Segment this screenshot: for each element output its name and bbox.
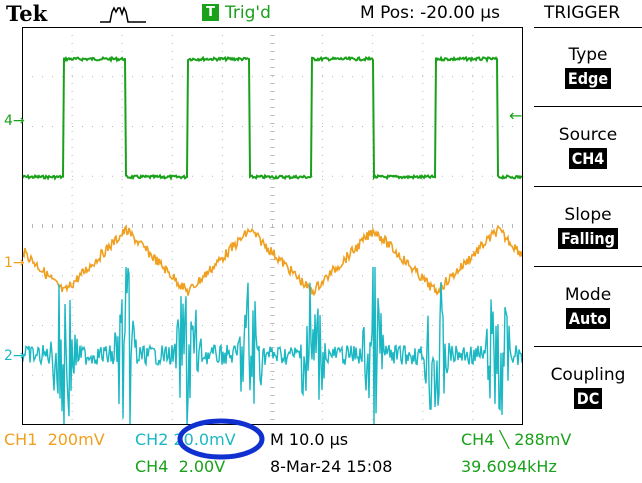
ch1-name: CH1 <box>4 430 38 449</box>
ch2-scale: 20.0mV <box>173 430 236 449</box>
menu-coupling-button[interactable]: DC <box>534 388 642 409</box>
acquisition-run-icon <box>100 6 146 23</box>
ch2-name: CH2 <box>135 430 169 449</box>
menu-divider <box>534 186 642 187</box>
menu-source-button[interactable]: CH4 <box>534 148 642 169</box>
ch1-ground-marker[interactable]: 1→ <box>4 255 25 271</box>
trigger-level-marker[interactable]: ← <box>509 106 523 125</box>
trigger-status: T Trig'd <box>202 3 271 23</box>
ch4-name: CH4 <box>135 457 169 476</box>
menu-source-label: Source <box>558 125 618 145</box>
menu-divider <box>534 266 642 267</box>
horizontal-position: M Pos: -20.00 µs <box>360 3 500 23</box>
trigger-readout: CH4 ╲ 288mV <box>461 430 572 449</box>
ch1-trace <box>22 224 523 297</box>
waveform-traces <box>22 55 523 425</box>
ch4-trace <box>22 55 523 181</box>
menu-mode-label: Mode <box>564 285 612 305</box>
menu-divider <box>534 106 642 107</box>
falling-edge-icon: ╲ <box>499 430 510 449</box>
ch1-readout: CH1 200mV <box>4 430 105 449</box>
menu-divider <box>534 346 642 347</box>
ch4-readout: CH4 2.00V <box>135 457 225 476</box>
menu-coupling-label: Coupling <box>550 365 626 385</box>
menu-slope-button[interactable]: Falling <box>534 228 642 249</box>
menu-slope-label: Slope <box>564 205 612 225</box>
ch2-trace <box>22 266 523 425</box>
frequency-readout: 39.6094kHz <box>461 457 557 476</box>
menu-divider <box>534 27 642 28</box>
ch1-scale: 200mV <box>47 430 105 449</box>
menu-title: TRIGGER <box>544 3 621 23</box>
menu-type-label: Type <box>568 45 608 65</box>
ch2-readout: CH2 20.0mV <box>135 430 236 449</box>
annotation-circle <box>177 418 265 460</box>
timebase-readout: M 10.0 µs <box>270 430 349 449</box>
menu-mode-button[interactable]: Auto <box>534 308 642 329</box>
brand-logo: Tek <box>6 1 48 26</box>
waveform-display <box>22 27 523 425</box>
trigger-status-label: Trig'd <box>225 3 271 23</box>
menu-type-button[interactable]: Edge <box>534 68 642 89</box>
ch4-ground-marker[interactable]: 4→ <box>4 113 25 129</box>
ch2-ground-marker[interactable]: 2→ <box>4 348 25 364</box>
ch4-scale: 2.00V <box>178 457 226 476</box>
trigger-icon: T <box>202 4 219 21</box>
date-time: 8-Mar-24 15:08 <box>270 457 393 476</box>
